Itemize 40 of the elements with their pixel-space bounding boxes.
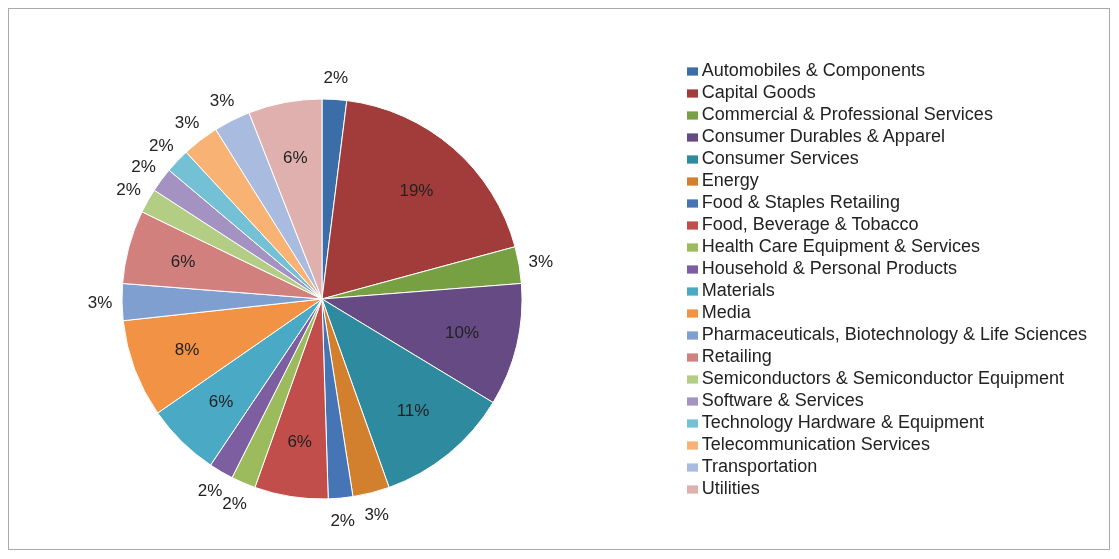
data-label: 2% (116, 180, 141, 200)
data-label: 3% (174, 113, 200, 133)
data-label: 11% (396, 401, 430, 421)
data-label: 2% (222, 493, 247, 513)
data-label: 10% (445, 322, 480, 342)
data-label: 6% (208, 392, 234, 412)
data-label: 6% (287, 431, 312, 451)
legend-label: Health Care Equipment & Services (701, 236, 980, 256)
data-label: 3% (364, 504, 389, 524)
data-label: 6% (170, 251, 196, 271)
legend-label: Capital Goods (701, 82, 816, 102)
data-label: 2% (330, 510, 355, 530)
legend-label: Media (701, 302, 751, 322)
data-label: 8% (174, 339, 200, 359)
data-label: 3% (528, 251, 554, 271)
legend-label: Automobiles & Components (701, 60, 925, 80)
data-label: 3% (209, 91, 235, 111)
legend-label: Consumer Durables & Apparel (701, 126, 945, 146)
legend-label: Food & Staples Retailing (701, 192, 900, 212)
data-label: 2% (323, 67, 349, 87)
legend-label: Energy (701, 170, 759, 190)
data-label: 3% (87, 292, 113, 312)
legend-label: Utilities (701, 478, 760, 498)
legend-label: Pharmaceuticals, Biotechnology & Life Sciences (701, 324, 1087, 344)
legend-label: Transportation (701, 456, 818, 476)
legend-label: Consumer Services (701, 148, 859, 168)
data-label: 2% (149, 136, 174, 156)
legend-label: Software & Services (701, 390, 864, 410)
legend-label: Semiconductors & Semiconductor Equipment (701, 368, 1064, 388)
data-label: 2% (131, 157, 156, 177)
legend-label: Food, Beverage & Tobacco (701, 214, 919, 234)
legend-label: Household & Personal Products (701, 258, 957, 278)
data-label: 6% (282, 148, 308, 167)
legend-label: Telecommunication Services (701, 434, 930, 454)
data-label: 2% (197, 481, 223, 501)
data-label: 19% (399, 180, 434, 200)
legend-label: Commercial & Professional Services (701, 104, 993, 124)
legend-label: Materials (701, 280, 775, 300)
legend-label: Retailing (701, 346, 772, 366)
legend-label: Technology Hardware & Equipment (701, 412, 984, 432)
